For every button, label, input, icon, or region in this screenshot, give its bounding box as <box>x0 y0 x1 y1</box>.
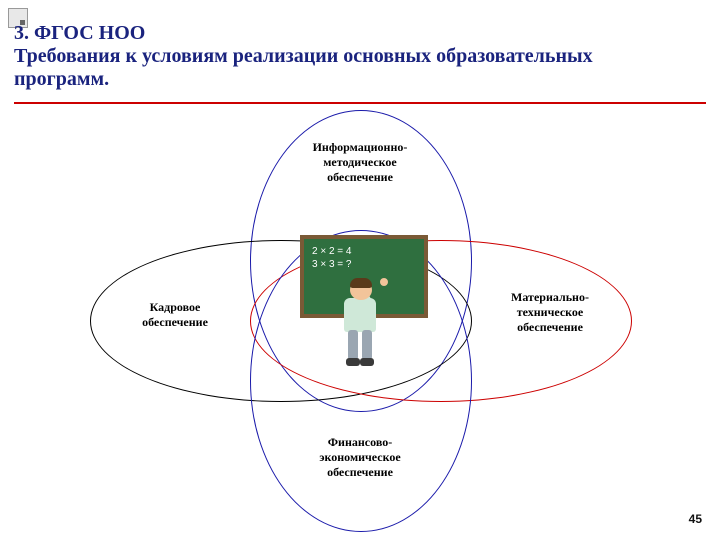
teacher-at-chalkboard-icon: 2 × 2 = 4 3 × 3 = ? <box>290 235 430 375</box>
title-underline <box>14 102 706 104</box>
page-title: 3. ФГОС НОО Требования к условиям реализ… <box>14 22 706 91</box>
label-right: Материально-техническоеобеспечение <box>490 290 610 335</box>
title-line-1: 3. ФГОС НОО <box>14 22 706 45</box>
label-left: Кадровоеобеспечение <box>120 300 230 330</box>
page-number: 45 <box>689 512 702 526</box>
title-line-2: Требования к условиям реализации основны… <box>14 45 706 68</box>
label-left-text: Кадровоеобеспечение <box>142 300 208 329</box>
label-top: Информационно-методическоеобеспечение <box>290 140 430 185</box>
label-bottom: Финансово-экономическоеобеспечение <box>290 435 430 480</box>
label-top-text: Информационно-методическоеобеспечение <box>313 140 408 184</box>
child-figure-icon <box>340 280 380 370</box>
label-right-text: Материально-техническоеобеспечение <box>511 290 589 334</box>
title-line-3: программ. <box>14 68 706 91</box>
label-bottom-text: Финансово-экономическоеобеспечение <box>319 435 400 479</box>
chalkboard-text: 2 × 2 = 4 3 × 3 = ? <box>304 239 424 277</box>
